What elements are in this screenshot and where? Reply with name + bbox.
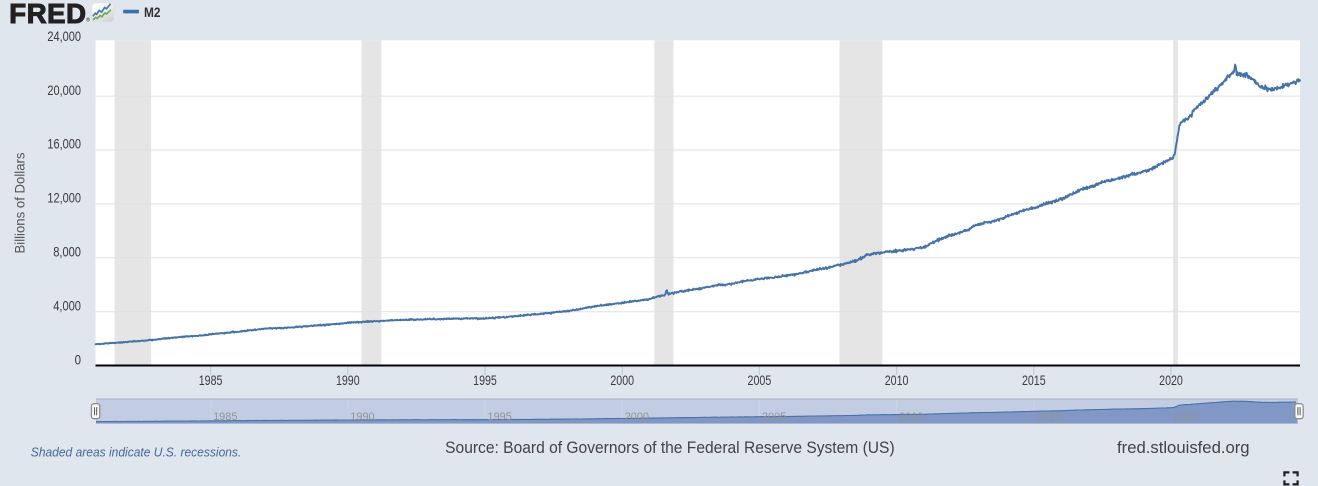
svg-text:16,000: 16,000 [47,136,81,152]
svg-text:M2: M2 [144,5,161,20]
svg-text:8,000: 8,000 [53,244,81,260]
svg-text:1995: 1995 [473,373,497,388]
svg-text:2005: 2005 [748,373,772,388]
svg-text:2020: 2020 [1159,373,1183,388]
svg-text:1985: 1985 [199,373,223,388]
svg-text:2005: 2005 [762,411,786,423]
svg-text:1990: 1990 [350,411,374,423]
svg-text:1995: 1995 [488,411,512,423]
svg-text:4,000: 4,000 [53,297,81,313]
svg-text:2010: 2010 [885,373,909,388]
svg-text:2000: 2000 [625,411,649,423]
svg-text:1985: 1985 [213,411,237,423]
svg-text:0: 0 [75,351,82,367]
svg-text:20,000: 20,000 [47,82,81,98]
svg-text:2015: 2015 [1036,411,1060,423]
svg-text:12,000: 12,000 [47,190,81,206]
svg-text:2010: 2010 [899,411,923,423]
svg-text:2020: 2020 [1174,411,1198,423]
svg-text:24,000: 24,000 [47,28,81,44]
svg-text:1990: 1990 [336,373,360,388]
svg-text:fred.stlouisfed.org: fred.stlouisfed.org [1117,438,1250,457]
svg-text:FRED: FRED [9,0,86,29]
svg-text:Billions of Dollars: Billions of Dollars [13,152,28,253]
svg-text:2015: 2015 [1022,373,1046,388]
svg-text:®: ® [86,17,90,24]
svg-text:Source: Board of Governors of: Source: Board of Governors of the Federa… [445,438,895,457]
svg-text:Shaded areas indicate U.S. rec: Shaded areas indicate U.S. recessions. [31,445,242,460]
svg-text:2000: 2000 [610,373,634,388]
